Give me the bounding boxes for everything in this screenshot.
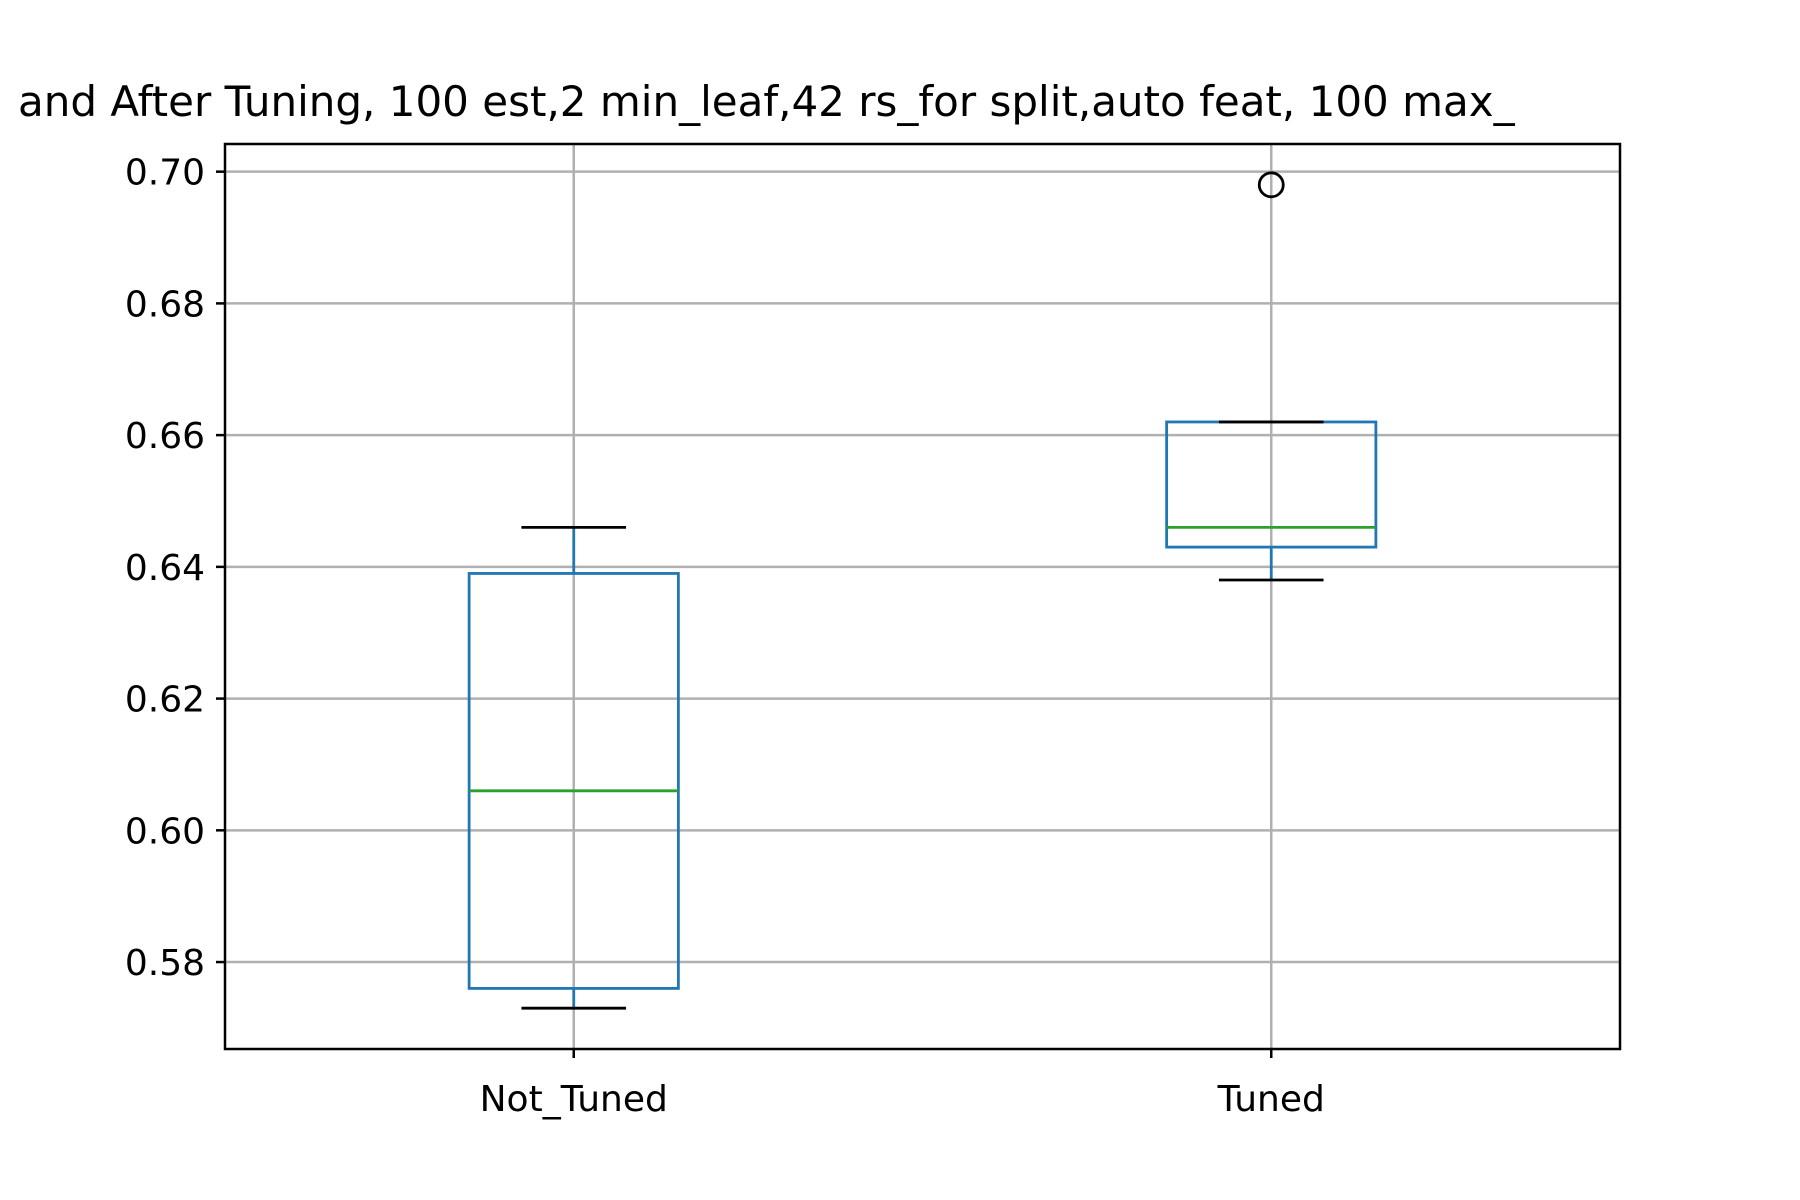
y-tick-label: 0.70	[125, 153, 205, 194]
y-tick-label: 0.58	[125, 943, 205, 984]
chart-title: and After Tuning, 100 est,2 min_leaf,42 …	[18, 77, 1516, 126]
y-tick-label: 0.60	[125, 811, 205, 852]
y-tick-label: 0.62	[125, 680, 205, 721]
x-tick-label: Tuned	[1217, 1079, 1325, 1120]
y-tick-label: 0.64	[125, 548, 205, 589]
axis-layer: 0.58 0.60 0.62 0.64 0.66 0.68 0.70 Not_Tuned Tun…	[125, 153, 1325, 1120]
iqr-box	[467, 572, 680, 990]
box-group	[467, 525, 680, 1010]
box-group	[1165, 171, 1378, 582]
grid-layer	[225, 144, 1620, 1049]
boxes-layer	[467, 171, 1378, 1010]
y-tick-label: 0.68	[125, 284, 205, 325]
plot-frame	[223, 142, 1622, 1051]
x-tick-label: Not_Tuned	[480, 1079, 668, 1120]
outlier-point	[1257, 171, 1285, 199]
y-tick-label: 0.66	[125, 416, 205, 457]
